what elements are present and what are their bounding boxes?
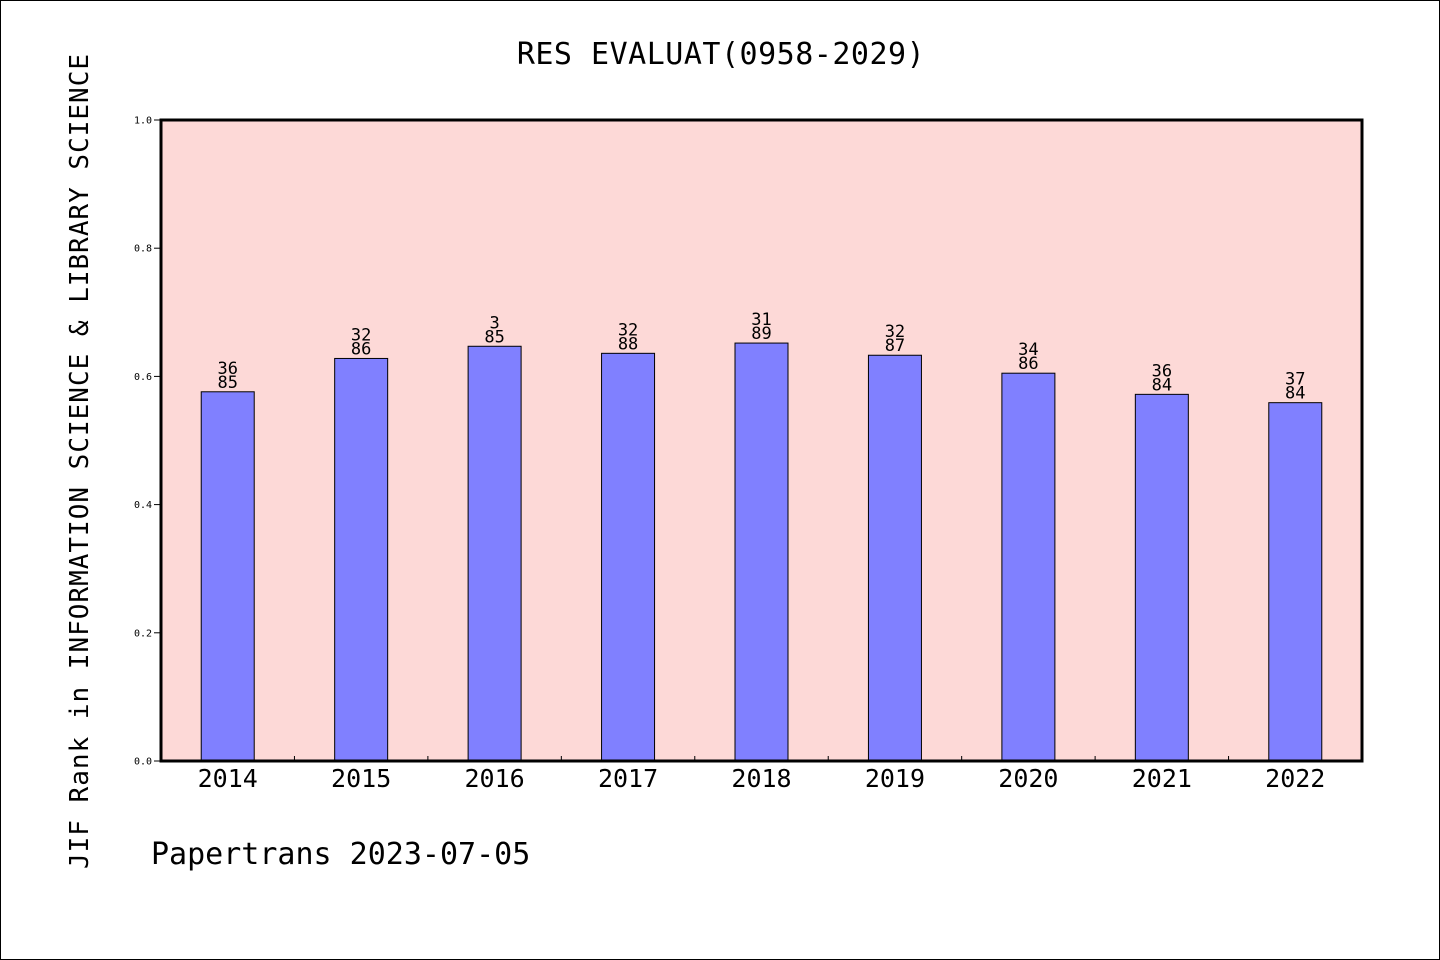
bar-label-bottom: 86 xyxy=(1018,354,1038,374)
bar xyxy=(1134,393,1189,762)
bar-label-top: 36 xyxy=(217,359,237,379)
chart-title: RES EVALUAT(0958-2029) xyxy=(516,37,926,72)
x-tick-label: 2015 xyxy=(331,764,391,793)
bar xyxy=(334,357,389,762)
x-tick-label: 2020 xyxy=(998,764,1058,793)
bar-label-top: 3 xyxy=(489,313,499,333)
bar xyxy=(601,352,656,762)
bar-label-top: 32 xyxy=(618,320,638,340)
bar-label-top: 37 xyxy=(1285,370,1305,390)
y-tick-label: 0.4 xyxy=(134,500,152,511)
bar-label-top: 36 xyxy=(1152,361,1172,381)
bar xyxy=(200,391,255,762)
bar-label-bottom: 88 xyxy=(618,334,638,354)
bar-label-bottom: 84 xyxy=(1285,384,1305,404)
x-tick-label: 2022 xyxy=(1265,764,1325,793)
bar xyxy=(734,342,789,762)
bar-label-top: 31 xyxy=(751,310,771,330)
y-tick-label: 0.2 xyxy=(134,628,152,639)
y-tick-label: 1.0 xyxy=(134,116,152,127)
bar-label-bottom: 85 xyxy=(484,327,504,347)
x-tick-label: 2019 xyxy=(865,764,925,793)
x-tick-label: 2017 xyxy=(598,764,658,793)
plot-frame xyxy=(159,118,1364,763)
x-tick-label: 2014 xyxy=(198,764,258,793)
bar-label-top: 34 xyxy=(1018,340,1038,360)
x-tick-label: 2016 xyxy=(465,764,525,793)
x-tick-label: 2021 xyxy=(1132,764,1192,793)
bar-label-top: 32 xyxy=(885,322,905,342)
bar xyxy=(1268,402,1323,762)
bar-label-bottom: 85 xyxy=(217,373,237,393)
bar-label-bottom: 87 xyxy=(885,336,905,356)
bar-label-bottom: 89 xyxy=(751,324,771,344)
bar-label-bottom: 86 xyxy=(351,339,371,359)
footer-credit: Papertrans 2023-07-05 xyxy=(151,837,531,872)
y-tick-label: 0.0 xyxy=(134,757,152,768)
bar xyxy=(1001,372,1056,762)
y-tick-label: 0.8 xyxy=(134,244,152,255)
bar xyxy=(867,354,922,762)
bar xyxy=(467,345,522,762)
bar-label-top: 32 xyxy=(351,325,371,345)
y-tick-label: 0.6 xyxy=(134,372,152,383)
bar-label-bottom: 84 xyxy=(1152,375,1172,395)
x-tick-label: 2018 xyxy=(731,764,791,793)
